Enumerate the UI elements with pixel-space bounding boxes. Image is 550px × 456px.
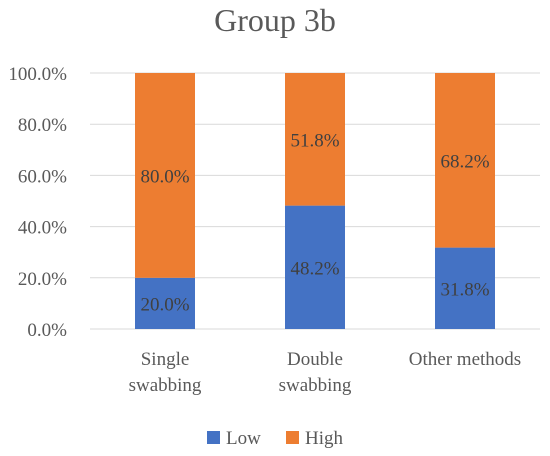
bars — [135, 73, 495, 329]
bar-high — [435, 73, 495, 248]
bar-high — [135, 73, 195, 278]
data-label: 51.8% — [290, 130, 339, 151]
bar-low — [435, 247, 495, 329]
bar-low — [285, 205, 345, 329]
data-label: 48.2% — [290, 258, 339, 279]
y-tick-label: 20.0% — [18, 269, 67, 290]
y-tick-label: 40.0% — [18, 218, 67, 239]
y-tick-label: 60.0% — [18, 166, 67, 187]
legend-label-high: High — [305, 428, 344, 449]
legend-label-low: Low — [226, 428, 261, 449]
y-tick-label: 80.0% — [18, 115, 67, 136]
legend: Low High — [207, 428, 344, 449]
x-tick-label: Other methods — [409, 349, 521, 370]
x-axis: Single swabbing Double swabbing Other method… — [129, 349, 522, 396]
x-tick-label: Single swabbing — [129, 349, 202, 396]
legend-swatch-low — [207, 431, 220, 444]
data-label: 31.8% — [440, 279, 489, 300]
legend-swatch-high — [286, 431, 299, 444]
y-tick-label: 0.0% — [27, 320, 67, 341]
chart-title: Group 3b — [214, 2, 336, 38]
bar-low — [135, 277, 195, 329]
data-label: 68.2% — [440, 151, 489, 172]
data-label: 20.0% — [140, 294, 189, 315]
y-axis: 0.0% 20.0% 40.0% 60.0% 80.0% 100.0% — [8, 64, 67, 341]
y-tick-label: 100.0% — [8, 64, 67, 85]
data-labels: 20.0% 80.0% 48.2% 51.8% 31.8% 68.2% — [140, 130, 489, 315]
bar-high — [285, 73, 345, 206]
data-label: 80.0% — [140, 166, 189, 187]
x-tick-label: Double swabbing — [279, 349, 352, 396]
